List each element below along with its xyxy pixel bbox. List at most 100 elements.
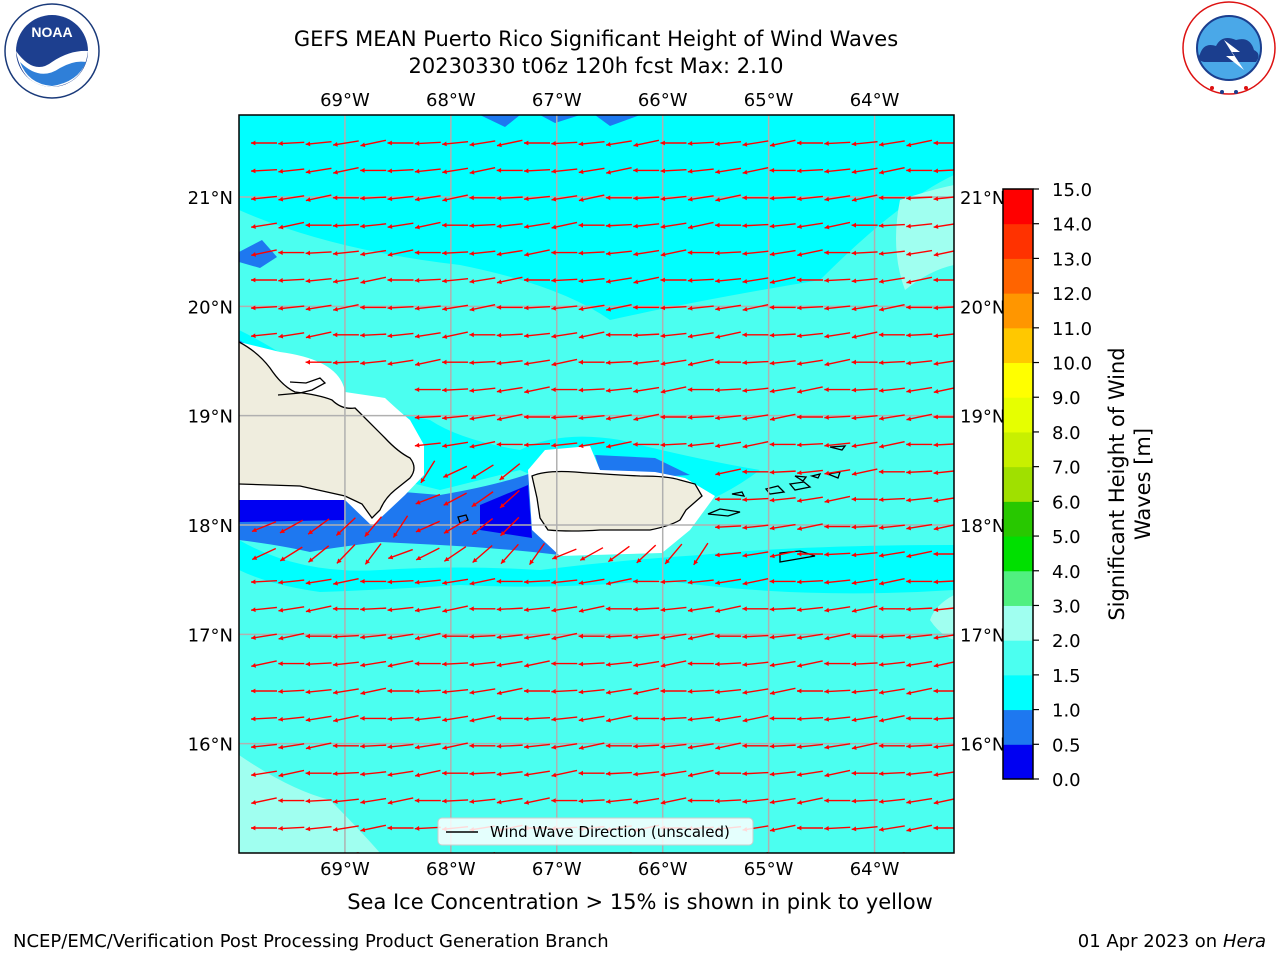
wave-direction-arrow-head xyxy=(442,443,447,449)
wave-direction-arrow-head xyxy=(879,169,884,175)
wave-direction-arrow-head xyxy=(551,607,557,613)
wave-direction-arrow-head xyxy=(278,744,284,750)
wave-direction-arrow-head xyxy=(933,305,939,311)
wave-direction-arrow-head xyxy=(933,772,939,777)
puerto-rico-land xyxy=(532,471,702,531)
wave-direction-arrow-head xyxy=(688,224,693,230)
map-title: GEFS MEAN Puerto Rico Significant Height… xyxy=(293,27,899,51)
wave-direction-arrow-head xyxy=(332,223,338,229)
wave-direction-arrow-head xyxy=(906,223,911,229)
wave-direction-arrow-head xyxy=(851,278,857,284)
nws-logo xyxy=(1182,1,1276,95)
wave-direction-arrow-head xyxy=(742,799,748,804)
wave-direction-arrow-head xyxy=(851,141,857,147)
wave-direction-arrow-head xyxy=(605,251,611,256)
wave-direction-arrow-head xyxy=(660,635,666,640)
wave-direction-arrow-head xyxy=(551,250,556,255)
colorbar-tick-label: 0.5 xyxy=(1052,735,1081,756)
wave-direction-arrow-head xyxy=(633,142,639,148)
lat-tick-label-left: 20°N xyxy=(188,297,233,318)
colorbar-swatch xyxy=(1003,640,1033,676)
wave-direction-arrow-head xyxy=(715,443,720,449)
wave-direction-arrow-head xyxy=(797,442,802,448)
wave-direction-arrow-head xyxy=(279,528,285,533)
wave-direction-arrow-head xyxy=(469,388,475,393)
wave-direction-arrow-head xyxy=(524,168,529,174)
wave-direction-arrow-head xyxy=(851,689,857,695)
wave-direction-arrow-head xyxy=(851,633,856,639)
wave-direction-arrow-head xyxy=(769,168,775,173)
wave-direction-arrow-head xyxy=(715,770,720,776)
wave-direction-arrow-head xyxy=(278,141,283,146)
wave-direction-arrow xyxy=(738,852,741,853)
wave-direction-arrow-head xyxy=(387,224,393,229)
wave-direction-arrow-head xyxy=(332,743,338,749)
wave-direction-arrow-head xyxy=(251,224,256,229)
wave-direction-arrow-head xyxy=(933,579,939,585)
lon-tick-label-top: 67°W xyxy=(532,90,582,111)
wave-direction-arrow-head xyxy=(742,552,748,558)
wave-direction-arrow-head xyxy=(305,334,311,339)
wave-direction-arrow-head xyxy=(251,277,256,283)
wave-direction-arrow xyxy=(602,852,605,853)
wave-direction-arrow-head xyxy=(387,663,393,668)
colorbar-tick-label: 2.0 xyxy=(1052,631,1081,652)
wave-direction-arrow-head xyxy=(414,689,420,694)
wave-direction-arrow-head xyxy=(278,772,284,778)
wave-direction-arrow-head xyxy=(687,333,693,339)
footer-host: Hera xyxy=(1222,931,1266,952)
wave-direction-arrow-head xyxy=(715,552,720,558)
wave-direction-arrow-head xyxy=(906,469,911,475)
colorbar-swatch xyxy=(1003,744,1033,780)
wave-direction-arrow-head xyxy=(797,825,802,831)
wave-direction-arrow-head xyxy=(824,278,829,283)
wave-direction-arrow-head xyxy=(851,717,857,723)
lon-tick-label-bottom: 65°W xyxy=(744,859,794,880)
wave-direction-arrow-head xyxy=(715,306,720,312)
wave-direction-arrow-head xyxy=(524,663,530,668)
wave-direction-arrow-head xyxy=(393,532,398,538)
wave-direction-arrow-head xyxy=(524,361,529,366)
wave-direction-arrow-head xyxy=(633,771,638,777)
wave-direction-arrow-head xyxy=(551,579,556,585)
wave-direction-arrow-head xyxy=(251,853,256,858)
wave-direction-arrow-head xyxy=(660,442,666,448)
wave-direction-arrow-head xyxy=(906,442,911,447)
virgin-islands xyxy=(764,473,822,495)
wave-direction-arrow xyxy=(251,855,277,856)
lon-tick-label-top: 69°W xyxy=(320,90,370,111)
wave-direction-arrow-head xyxy=(687,607,693,613)
wave-direction-arrow-head xyxy=(797,663,803,668)
wave-direction-arrow-head xyxy=(332,251,338,256)
wind-wave-direction-arrows xyxy=(250,139,954,858)
colorbar: 0.0 0.5 1.0 1.5 2.0 3.0 4.0 5.0 6.0 7.0 8.0 9.0 10.0… xyxy=(1002,180,1092,791)
colorbar-swatch xyxy=(1003,570,1033,606)
wave-direction-arrow-head xyxy=(606,169,611,175)
wave-direction-arrow-head xyxy=(578,717,584,723)
wave-direction-arrow-head xyxy=(851,415,857,421)
wave-direction-arrow-head xyxy=(851,169,857,175)
wave-direction-arrow-head xyxy=(660,305,666,311)
wave-direction-arrow-head xyxy=(906,305,911,310)
wave-direction-arrow-head xyxy=(715,222,720,228)
wave-direction-arrow-head xyxy=(578,798,584,804)
wave-direction-arrow-head xyxy=(442,250,447,256)
wave-direction-arrow xyxy=(824,854,850,857)
wave-direction-arrow-head xyxy=(387,825,392,831)
wave-direction-arrow-head xyxy=(578,141,584,147)
wave-direction-arrow-head xyxy=(387,772,393,777)
wave-direction-arrow-head xyxy=(305,306,311,312)
wave-direction-arrow-head xyxy=(906,195,911,201)
wave-direction-arrow-head xyxy=(633,634,638,640)
wave-direction-arrow-head xyxy=(496,142,502,148)
wave-direction-arrow-head xyxy=(387,800,393,805)
wave-direction-arrow-head xyxy=(578,770,583,776)
wave-direction-arrow-head xyxy=(687,196,693,202)
wave-direction-arrow-head xyxy=(469,443,475,449)
wave-direction-arrow-head xyxy=(442,222,447,228)
wave-direction-arrow-head xyxy=(797,744,802,750)
lon-tick-label-bottom: 67°W xyxy=(532,859,582,880)
wave-direction-arrow-head xyxy=(906,279,912,285)
wave-direction-arrow-head xyxy=(442,608,448,613)
wave-direction-arrow-head xyxy=(414,798,420,803)
